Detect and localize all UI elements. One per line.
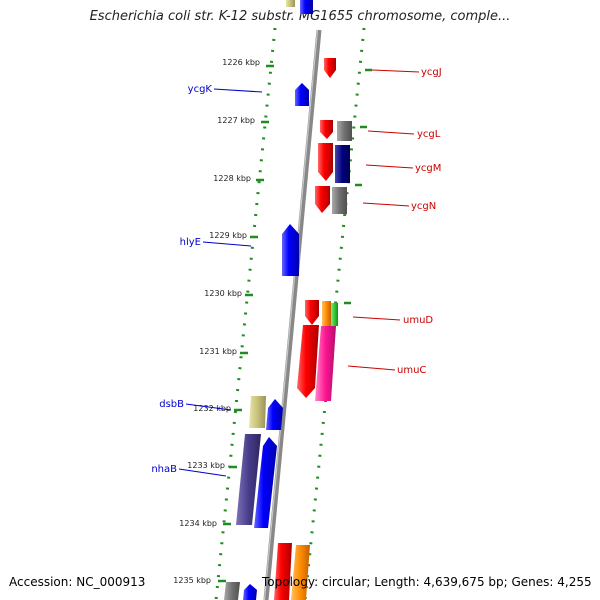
- gene-glyph: [331, 303, 338, 326]
- tick-label: 1234 kbp: [179, 519, 217, 528]
- tick-marks: [218, 64, 372, 583]
- gene-glyph: [236, 434, 261, 525]
- gene-glyph: [282, 224, 299, 276]
- gene-label-left: nhaB: [151, 464, 177, 475]
- label-connector: [347, 365, 396, 371]
- tick-label: 1232 kbp: [193, 404, 231, 413]
- gene-glyph: [315, 326, 336, 401]
- gene-label-right: umuC: [397, 365, 426, 376]
- gene-glyph: [337, 121, 352, 141]
- accession-text: Accession: NC_000913: [9, 575, 146, 589]
- tick-label: 1229 kbp: [209, 231, 247, 240]
- gene-glyph: [224, 582, 240, 600]
- gene-glyph: [315, 186, 330, 213]
- gene-label-right: ycgM: [415, 163, 441, 174]
- gene-label-right: umuD: [403, 315, 433, 326]
- gene-label-right: ycgN: [411, 201, 436, 212]
- tick-label: 1233 kbp: [187, 461, 225, 470]
- gene-glyph: [266, 399, 283, 430]
- gene-glyph: [320, 120, 333, 139]
- gene-glyph: [318, 143, 333, 181]
- tick-label: 1227 kbp: [217, 116, 255, 125]
- gene-glyph: [295, 83, 309, 106]
- gene-glyphs: [224, 0, 352, 600]
- summary-text: Topology: circular; Length: 4,639,675 bp…: [262, 575, 592, 589]
- track-border-left: [214, 27, 277, 600]
- label-connector: [367, 130, 415, 135]
- tick-label: 1231 kbp: [199, 347, 237, 356]
- gene-label-right: ycgL: [417, 129, 441, 140]
- gene-glyph: [300, 0, 313, 14]
- gene-glyph: [324, 58, 336, 78]
- gene-label-left: dsbB: [159, 399, 184, 410]
- gene-glyph: [305, 300, 319, 325]
- gene-glyph: [249, 396, 266, 428]
- label-connector: [185, 403, 232, 411]
- gene-glyph: [274, 543, 292, 600]
- label-connector: [362, 202, 410, 207]
- gene-glyph: [243, 584, 257, 600]
- tick-label: 1228 kbp: [213, 174, 251, 183]
- gene-label-left: ycgK: [188, 84, 213, 95]
- label-connector: [352, 316, 401, 321]
- gene-glyph: [297, 325, 319, 398]
- gene-label-right: ycgJ: [421, 67, 442, 78]
- gene-glyph: [332, 187, 347, 214]
- label-connector: [178, 468, 227, 477]
- label-connector: [213, 88, 263, 93]
- label-connector: [365, 164, 414, 169]
- gene-glyph: [254, 437, 277, 528]
- gene-glyph: [291, 545, 310, 600]
- tick-label: 1226 kbp: [222, 58, 260, 67]
- gene-glyph: [335, 145, 350, 183]
- chromosome-axis: [263, 29, 322, 600]
- label-connector: [202, 241, 252, 247]
- label-connector: [371, 69, 420, 73]
- gene-glyph: [286, 0, 295, 7]
- gene-glyph: [322, 301, 331, 326]
- tick-label: 1235 kbp: [173, 576, 211, 585]
- gene-label-left: hlyE: [180, 237, 201, 248]
- map-title: Escherichia coli str. K-12 substr. MG165…: [89, 9, 511, 24]
- tick-label: 1230 kbp: [204, 289, 242, 298]
